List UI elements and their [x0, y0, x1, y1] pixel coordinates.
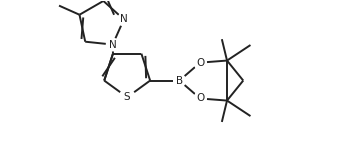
Text: S: S	[124, 92, 130, 102]
Text: O: O	[196, 58, 204, 68]
Text: B: B	[176, 76, 183, 86]
Text: N: N	[120, 14, 128, 24]
Text: N: N	[109, 40, 117, 50]
Text: O: O	[196, 93, 204, 104]
